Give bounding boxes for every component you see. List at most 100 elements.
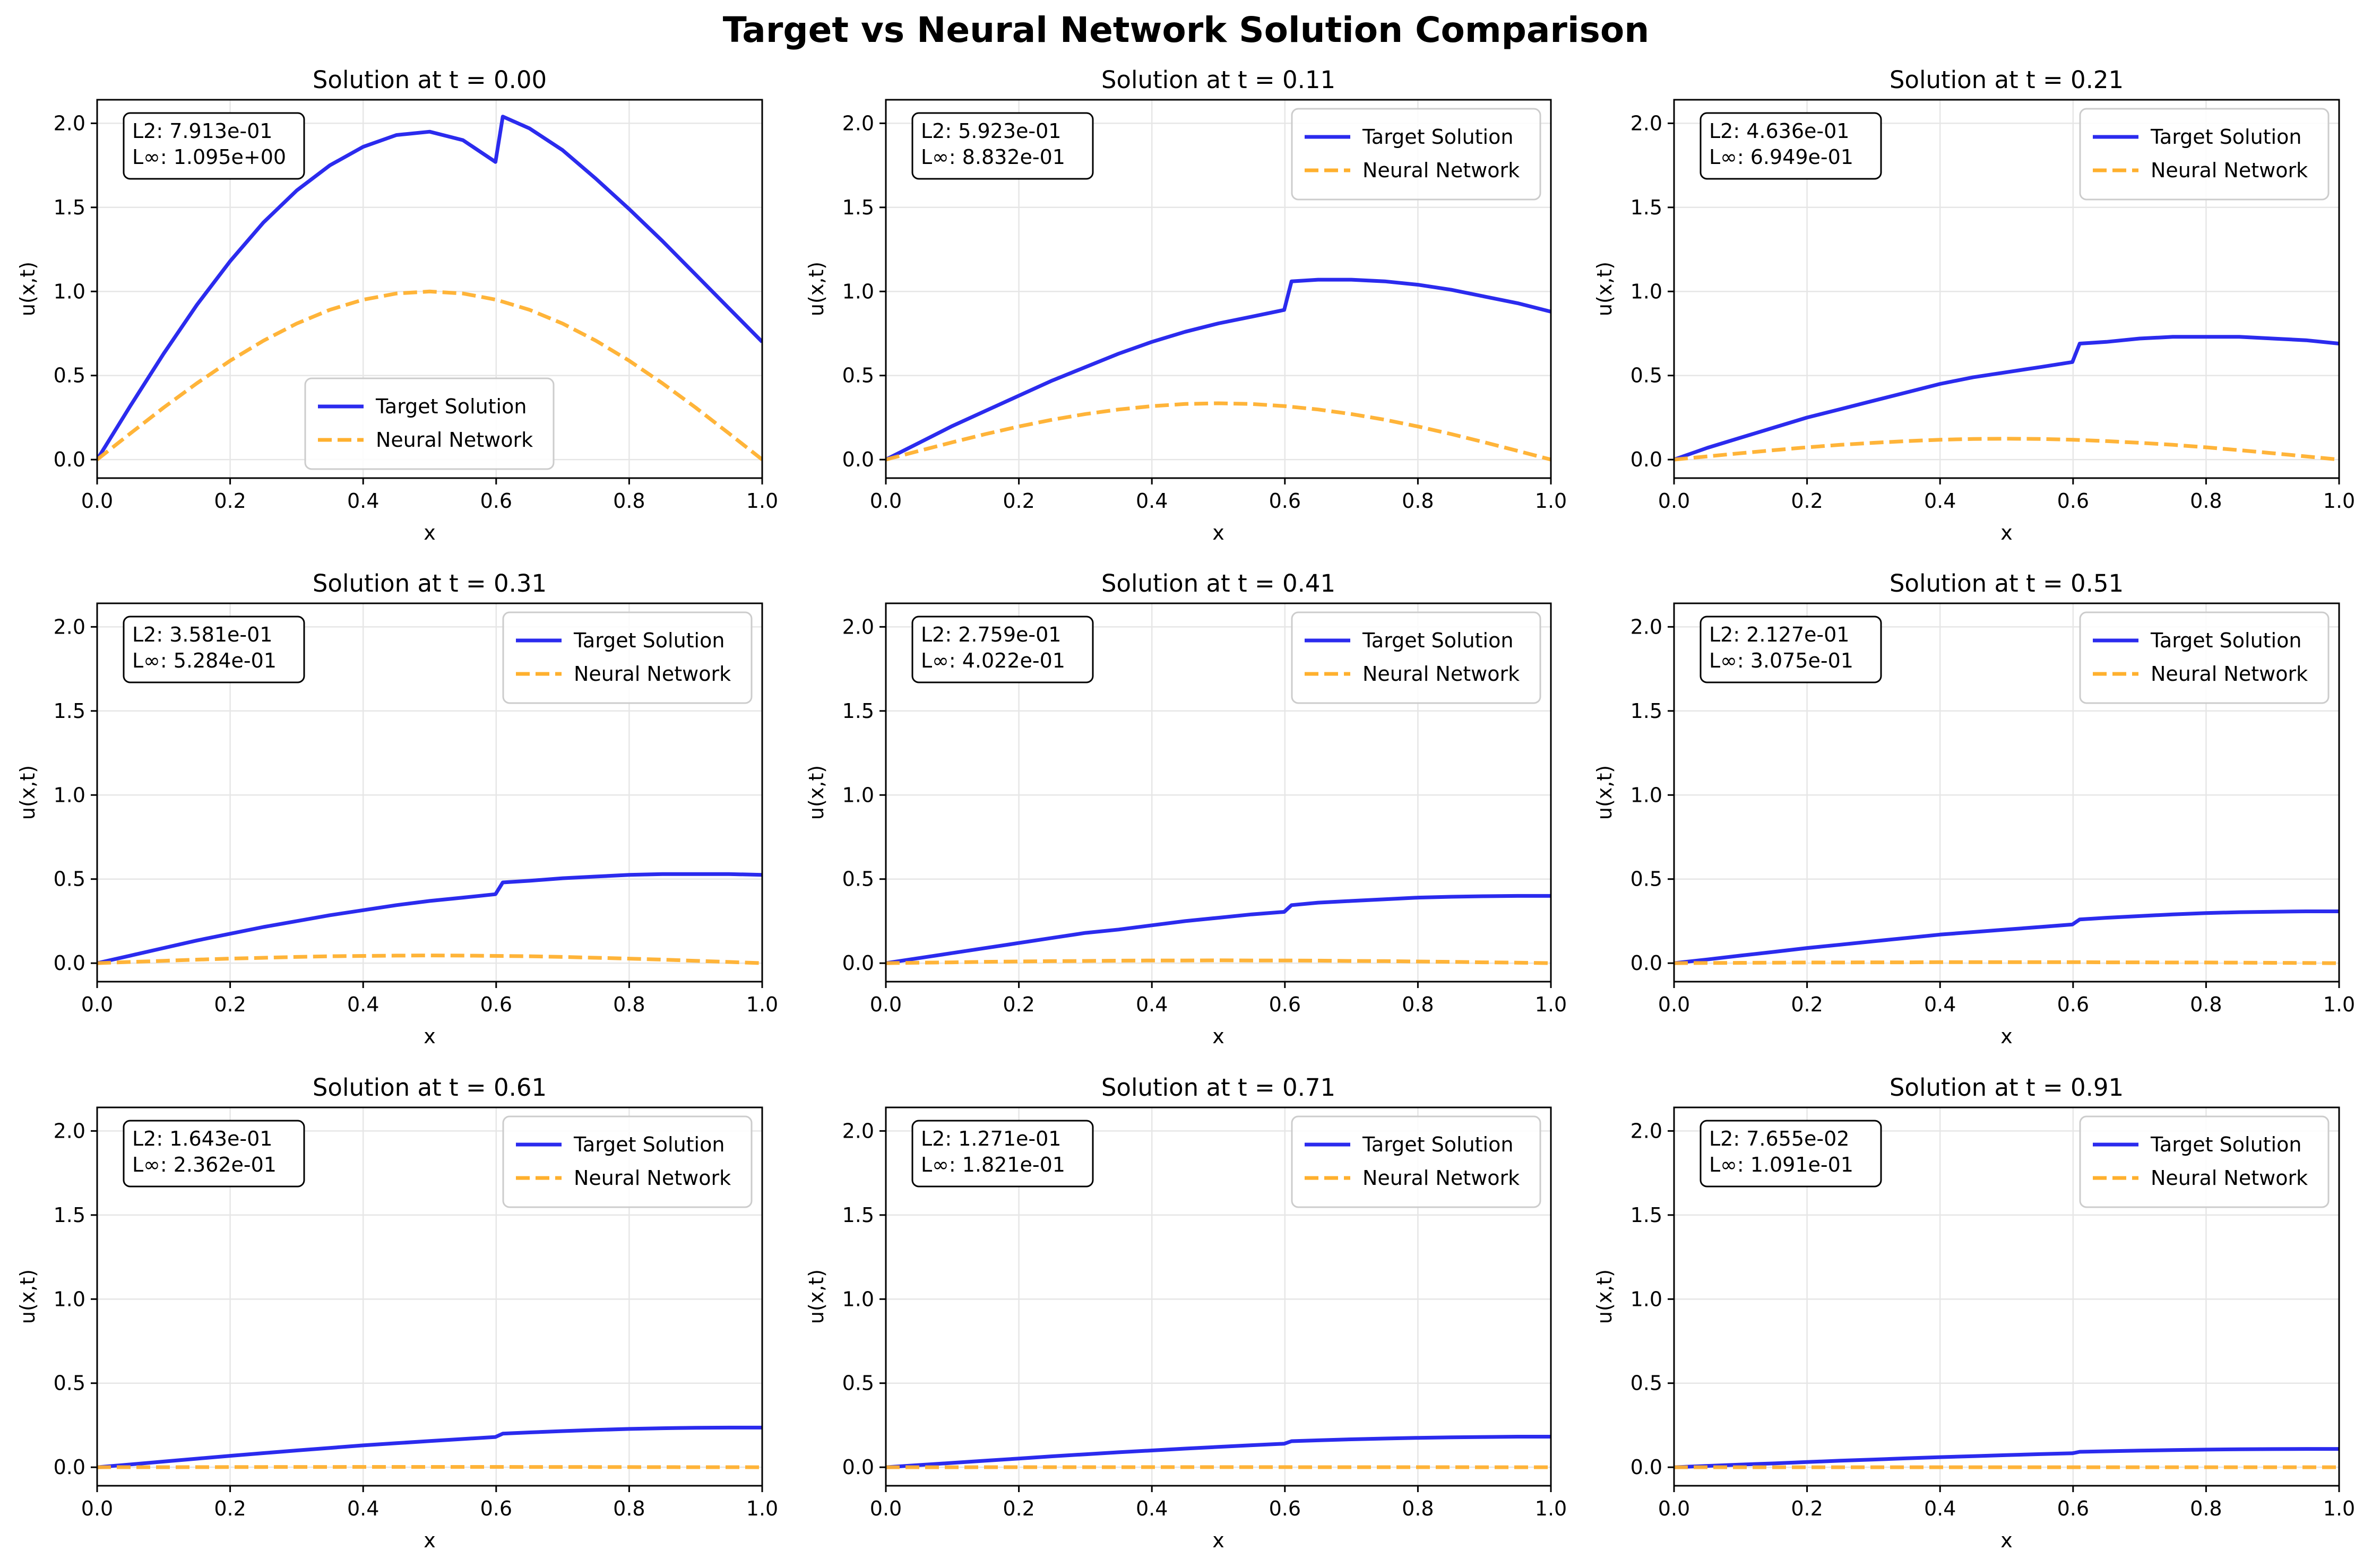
x-tick-label: 0.0 — [1658, 993, 1690, 1016]
error-box-frame — [911, 1120, 1094, 1188]
x-tick-label: 0.0 — [870, 993, 902, 1016]
neural-network-line — [97, 289, 762, 461]
error-metrics-box: L2: 7.655e-02 L∞: 1.091e-01 — [1700, 1120, 1882, 1188]
l2-error-text: L2: 5.923e-01 — [921, 119, 1061, 143]
subplot-title: Solution at t = 0.00 — [313, 66, 547, 94]
x-tick-label: 0.0 — [1658, 1497, 1690, 1520]
legend-entry-label: Target Solution — [2150, 1133, 2301, 1156]
x-tick-label: 1.0 — [1535, 993, 1567, 1016]
y-tick-label: 1.5 — [54, 699, 85, 723]
legend-entry-label: Target Solution — [2150, 629, 2301, 652]
x-tick-label: 0.8 — [2190, 993, 2222, 1016]
y-tick-label: 1.5 — [1631, 699, 1662, 723]
y-tick-label: 2.0 — [54, 1119, 85, 1142]
l2-error-text: L2: 7.655e-02 — [1709, 1127, 1849, 1150]
subplot-title: Solution at t = 0.11 — [1101, 66, 1335, 94]
subplot-6: 0.0 0.2 0.4 0.6 0.8 1.0 0.0 0.5 1.0 1.5 2.0 Solutio… — [1593, 569, 2355, 1048]
x-tick-label: 0.6 — [2057, 489, 2089, 513]
linf-error-text: L∞: 1.091e-01 — [1709, 1153, 1853, 1176]
y-axis-label: u(x,t) — [16, 1269, 39, 1324]
subplot-title: Solution at t = 0.41 — [1101, 569, 1335, 597]
x-tick-label: 0.8 — [1402, 489, 1434, 513]
legend-entry-label: Neural Network — [574, 1166, 731, 1190]
y-axis-label: u(x,t) — [1593, 765, 1616, 820]
legend-entry-label: Neural Network — [1362, 1166, 1520, 1190]
axes-frame — [96, 99, 763, 479]
x-tick-label: 0.8 — [1402, 1497, 1434, 1520]
axes-frame — [1673, 602, 2340, 983]
y-axis-label: u(x,t) — [16, 765, 39, 820]
neural-network-line — [1674, 437, 2339, 462]
y-tick-label: 2.0 — [1631, 111, 1662, 135]
subplot-title: Solution at t = 0.61 — [313, 1073, 547, 1102]
x-tick-label: 1.0 — [2323, 993, 2355, 1016]
legend: Target Solution Neural Network — [2079, 108, 2330, 201]
y-tick-label: 1.0 — [54, 783, 85, 807]
x-tick-label: 0.2 — [1003, 1497, 1034, 1520]
error-box-frame — [1700, 1120, 1882, 1188]
target-solution-line — [1674, 909, 2339, 965]
x-axis-label: x — [2000, 521, 2013, 544]
linf-error-text: L∞: 1.095e+00 — [132, 145, 286, 169]
subplot-3: 0.0 0.2 0.4 0.6 0.8 1.0 0.0 0.5 1.0 1.5 2.0 Solutio… — [1593, 66, 2355, 544]
y-tick-label: 1.0 — [1631, 783, 1662, 807]
legend-entry-label: Neural Network — [1362, 662, 1520, 686]
legend-entry-label: Neural Network — [2151, 1166, 2308, 1190]
y-tick-label: 1.5 — [842, 1203, 874, 1227]
x-axis-label: x — [424, 521, 436, 544]
x-tick-label: 0.2 — [1003, 489, 1034, 513]
x-tick-label: 0.8 — [1402, 993, 1434, 1016]
error-box-frame — [123, 616, 305, 683]
legend-entry-label: Target Solution — [375, 395, 527, 418]
x-tick-label: 0.4 — [1924, 1497, 1956, 1520]
y-tick-label: 1.5 — [842, 196, 874, 219]
linf-error-text: L∞: 2.362e-01 — [132, 1153, 277, 1176]
legend-frame — [502, 611, 753, 704]
x-tick-label: 1.0 — [2323, 489, 2355, 513]
legend-frame — [1291, 611, 1541, 704]
subplot-5: 0.0 0.2 0.4 0.6 0.8 1.0 0.0 0.5 1.0 1.5 2.0 Solutio… — [805, 569, 1567, 1048]
legend-entry-label: Target Solution — [1362, 629, 1513, 652]
y-tick-label: 2.0 — [842, 615, 874, 638]
y-axis-label: u(x,t) — [1593, 1269, 1616, 1324]
x-tick-label: 0.6 — [1269, 489, 1301, 513]
y-tick-label: 1.0 — [842, 783, 874, 807]
legend-entry-label: Target Solution — [573, 1133, 724, 1156]
subplot-4: 0.0 0.2 0.4 0.6 0.8 1.0 0.0 0.5 1.0 1.5 2.0 Solutio… — [16, 569, 778, 1048]
y-tick-label: 0.5 — [842, 868, 874, 891]
legend: Target Solution Neural Network — [502, 611, 753, 704]
axes-frame — [885, 1106, 1552, 1487]
axes-frame — [885, 602, 1552, 983]
y-tick-label: 0.0 — [1631, 1456, 1662, 1479]
subplot-title: Solution at t = 0.51 — [1890, 569, 2124, 597]
y-tick-label: 0.0 — [842, 448, 874, 471]
subplot-2: 0.0 0.2 0.4 0.6 0.8 1.0 0.0 0.5 1.0 1.5 2.0 Solutio… — [805, 66, 1567, 544]
legend-frame — [304, 377, 555, 470]
x-tick-label: 0.0 — [81, 489, 113, 513]
x-tick-label: 0.2 — [1003, 993, 1034, 1016]
x-tick-label: 0.6 — [480, 993, 512, 1016]
x-tick-label: 1.0 — [746, 993, 778, 1016]
y-tick-label: 1.0 — [54, 1287, 85, 1311]
y-tick-label: 2.0 — [842, 1119, 874, 1142]
x-tick-label: 0.6 — [1269, 1497, 1301, 1520]
subplot-title: Solution at t = 0.71 — [1101, 1073, 1335, 1102]
legend: Target Solution Neural Network — [304, 377, 555, 470]
l2-error-text: L2: 2.759e-01 — [921, 623, 1061, 646]
error-metrics-box: L2: 1.271e-01 L∞: 1.821e-01 — [911, 1120, 1094, 1188]
y-axis-label: u(x,t) — [805, 765, 828, 820]
y-tick-label: 2.0 — [54, 615, 85, 638]
l2-error-text: L2: 3.581e-01 — [132, 623, 272, 646]
x-tick-label: 0.6 — [1269, 993, 1301, 1016]
y-tick-label: 0.0 — [1631, 951, 1662, 975]
legend-frame — [2079, 611, 2330, 704]
subplot-title: Solution at t = 0.21 — [1890, 66, 2124, 94]
y-tick-label: 0.5 — [1631, 868, 1662, 891]
y-tick-label: 0.0 — [54, 1456, 85, 1479]
linf-error-text: L∞: 4.022e-01 — [921, 649, 1065, 672]
neural-network-line — [886, 401, 1551, 462]
legend-frame — [502, 1115, 753, 1208]
linf-error-text: L∞: 3.075e-01 — [1709, 649, 1853, 672]
legend: Target Solution Neural Network — [1291, 108, 1541, 201]
subplot-title: Solution at t = 0.91 — [1890, 1073, 2124, 1102]
